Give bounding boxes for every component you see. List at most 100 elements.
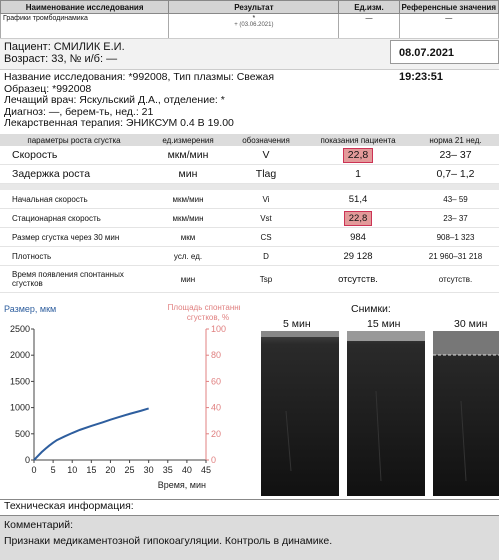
- x-tick-label: 40: [182, 465, 192, 475]
- param-symbol: D: [228, 246, 304, 266]
- param-symbol: Tsp: [228, 265, 304, 293]
- param-name: Размер сгустка через 30 мин: [0, 227, 148, 247]
- study-info: Название исследования: *992008, Тип плаз…: [4, 71, 275, 130]
- tech-info-label: Техническая информация:: [0, 499, 499, 512]
- x-axis-label: Время, мин: [158, 480, 206, 490]
- snapshot-5min: [261, 331, 339, 496]
- x-tick-label: 5: [51, 465, 56, 475]
- param-col-symbol: обозначения: [228, 134, 304, 146]
- x-tick-label: 35: [163, 465, 173, 475]
- param-value: 22,8: [342, 147, 374, 163]
- y-left-tick-label: 2500: [10, 324, 30, 334]
- param-unit: мкм/мин: [148, 146, 228, 165]
- param-name: Начальная скорость: [0, 190, 148, 209]
- y-right-label-2: сгустков, %: [187, 313, 229, 322]
- therapy: Лекарственная терапия: ЭНИКСУМ 0.4 В 19.…: [4, 117, 234, 129]
- snapshots-title: Снимки:: [351, 303, 391, 315]
- comment-label: Комментарий:: [4, 519, 74, 531]
- col-reference: Референсные значения: [398, 0, 499, 14]
- patient-name: Пациент: СМИЛИК Е.И.: [4, 41, 125, 53]
- y-right-tick-label: 40: [211, 403, 221, 413]
- param-value: 22,8: [343, 210, 373, 226]
- study-name: Название исследования: *992008, Тип плаз…: [4, 71, 275, 83]
- col-result: Результат: [168, 0, 340, 14]
- patient-age: Возраст: 33, № и/б: —: [4, 53, 118, 65]
- y-left-tick-label: 1000: [10, 403, 30, 413]
- table-row: Время появления спонтанных сгустков мин Ts…: [0, 265, 499, 293]
- table-row: Начальная скорость мкм/мин Vi 51,4 43– 59: [0, 190, 499, 209]
- param-value: отсутств.: [338, 273, 378, 285]
- col-test-name: Наименование исследования: [0, 0, 170, 14]
- y-left-label: Размер, мкм: [4, 304, 56, 314]
- param-symbol: Tlag: [228, 164, 304, 184]
- x-tick-label: 45: [201, 465, 211, 475]
- y-right-tick-label: 20: [211, 429, 221, 439]
- table-separator: [0, 183, 499, 190]
- y-left-tick-label: 1500: [10, 376, 30, 386]
- test-name: Графики тромбодинамика: [0, 13, 170, 39]
- patient-block: Пациент: СМИЛИК Е.И. Возраст: 33, № и/б:…: [4, 41, 125, 65]
- report-date: 08.07.2021 19:23:51: [390, 40, 499, 83]
- comment-box: Комментарий: Признаки медикаментозной ги…: [0, 515, 499, 560]
- param-norm: 0,7– 1,2: [412, 164, 499, 184]
- y-left-tick-label: 2000: [10, 350, 30, 360]
- param-col-name: параметры роста сгустка: [0, 134, 148, 146]
- param-unit: мкм/мин: [148, 208, 228, 228]
- param-unit: усл. ед.: [148, 246, 228, 266]
- param-col-norm: норма 21 нед.: [412, 134, 499, 146]
- param-symbol: CS: [228, 227, 304, 247]
- table-row: Плотность усл. ед. D 29 128 21 960–31 218: [0, 246, 499, 266]
- param-unit: мкм/мин: [148, 190, 228, 209]
- y-right-tick-label: 80: [211, 350, 221, 360]
- param-value: 1: [355, 168, 361, 180]
- param-norm: 43– 59: [412, 190, 499, 209]
- table-row: Размер сгустка через 30 мин мкм CS 984 908–1…: [0, 227, 499, 247]
- result-date: + (03.06.2021): [234, 22, 274, 28]
- param-value: 29 128: [343, 250, 373, 262]
- table-row: Стационарная скорость мкм/мин Vst 22,8 23– 3…: [0, 208, 499, 228]
- snapshot-label-5: 5 мин: [283, 318, 311, 330]
- snapshot-30min: [433, 331, 499, 496]
- comment-text: Признаки медикаментозной гипокоагуляции.…: [4, 535, 333, 547]
- diagnosis: Диагноз: —, берем-ть, нед.: 21: [4, 105, 154, 118]
- param-unit: мин: [148, 265, 228, 293]
- snapshot-label-15: 15 мин: [367, 318, 401, 330]
- parameters-table: параметры роста сгустка ед.измерения обо…: [0, 134, 499, 293]
- y-left-tick-label: 0: [25, 455, 30, 465]
- results-table: Наименование исследования Результат Ед.и…: [0, 0, 499, 39]
- snapshot-15min: [347, 331, 425, 496]
- y-left-tick-label: 500: [15, 429, 30, 439]
- param-name: Стационарная скорость: [0, 208, 148, 228]
- result-value: *: [252, 15, 256, 22]
- param-norm: 908–1 323: [412, 227, 499, 247]
- param-norm: 23– 37: [412, 208, 499, 228]
- param-symbol: V: [228, 146, 304, 165]
- param-norm: 21 960–31 218: [412, 246, 499, 266]
- doctor: Лечащий врач: Яскульский Д.А., отделение…: [4, 94, 225, 106]
- sample: Образец: *992008: [4, 82, 92, 95]
- param-norm: 23– 37: [412, 146, 499, 165]
- param-symbol: Vi: [228, 190, 304, 209]
- y-right-tick-label: 60: [211, 376, 221, 386]
- y-right-tick-label: 100: [211, 324, 226, 334]
- y-right-label-1: Площадь спонтанных: [168, 303, 240, 312]
- table-row: Задержка роста мин Tlag 1 0,7– 1,2: [0, 164, 499, 184]
- param-unit: мкм: [148, 227, 228, 247]
- param-col-value: показания пациента: [304, 134, 412, 146]
- unit-value: —: [338, 13, 400, 39]
- param-unit: мин: [148, 164, 228, 184]
- param-norm: отсутств.: [412, 265, 499, 293]
- param-value: 984: [350, 231, 366, 243]
- reference-value: —: [398, 13, 499, 39]
- x-tick-label: 10: [67, 465, 77, 475]
- param-name: Время появления спонтанных сгустков: [0, 265, 148, 293]
- x-tick-label: 30: [144, 465, 154, 475]
- table-row: Скорость мкм/мин V 22,8 23– 37: [0, 146, 499, 165]
- param-name: Скорость: [0, 146, 148, 165]
- col-unit: Ед.изм.: [338, 0, 400, 14]
- param-name: Плотность: [0, 246, 148, 266]
- x-tick-label: 15: [86, 465, 96, 475]
- table-row: Графики тромбодинамика * + (03.06.2021) —…: [0, 13, 499, 39]
- x-tick-label: 20: [105, 465, 115, 475]
